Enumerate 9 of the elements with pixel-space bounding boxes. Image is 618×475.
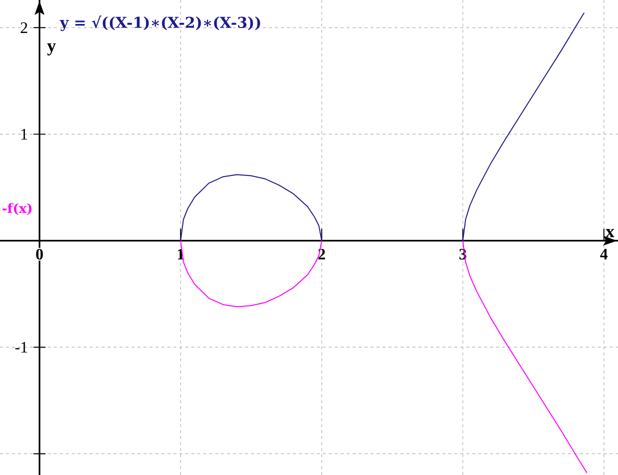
y-tick-label: 2 xyxy=(20,22,28,33)
text: -f(x) xyxy=(2,203,32,215)
x-axis-title: x xyxy=(606,228,614,238)
y-axis-title: y xyxy=(47,43,56,56)
x-tick-label: 0 xyxy=(36,248,43,260)
x-tick-label: 4 xyxy=(600,248,608,260)
y-tick-label: 1 xyxy=(21,128,28,140)
y-tick-label: -1 xyxy=(15,342,28,352)
text: y = √((X-1)∗(X-2)∗(X-3)) xyxy=(60,15,260,32)
